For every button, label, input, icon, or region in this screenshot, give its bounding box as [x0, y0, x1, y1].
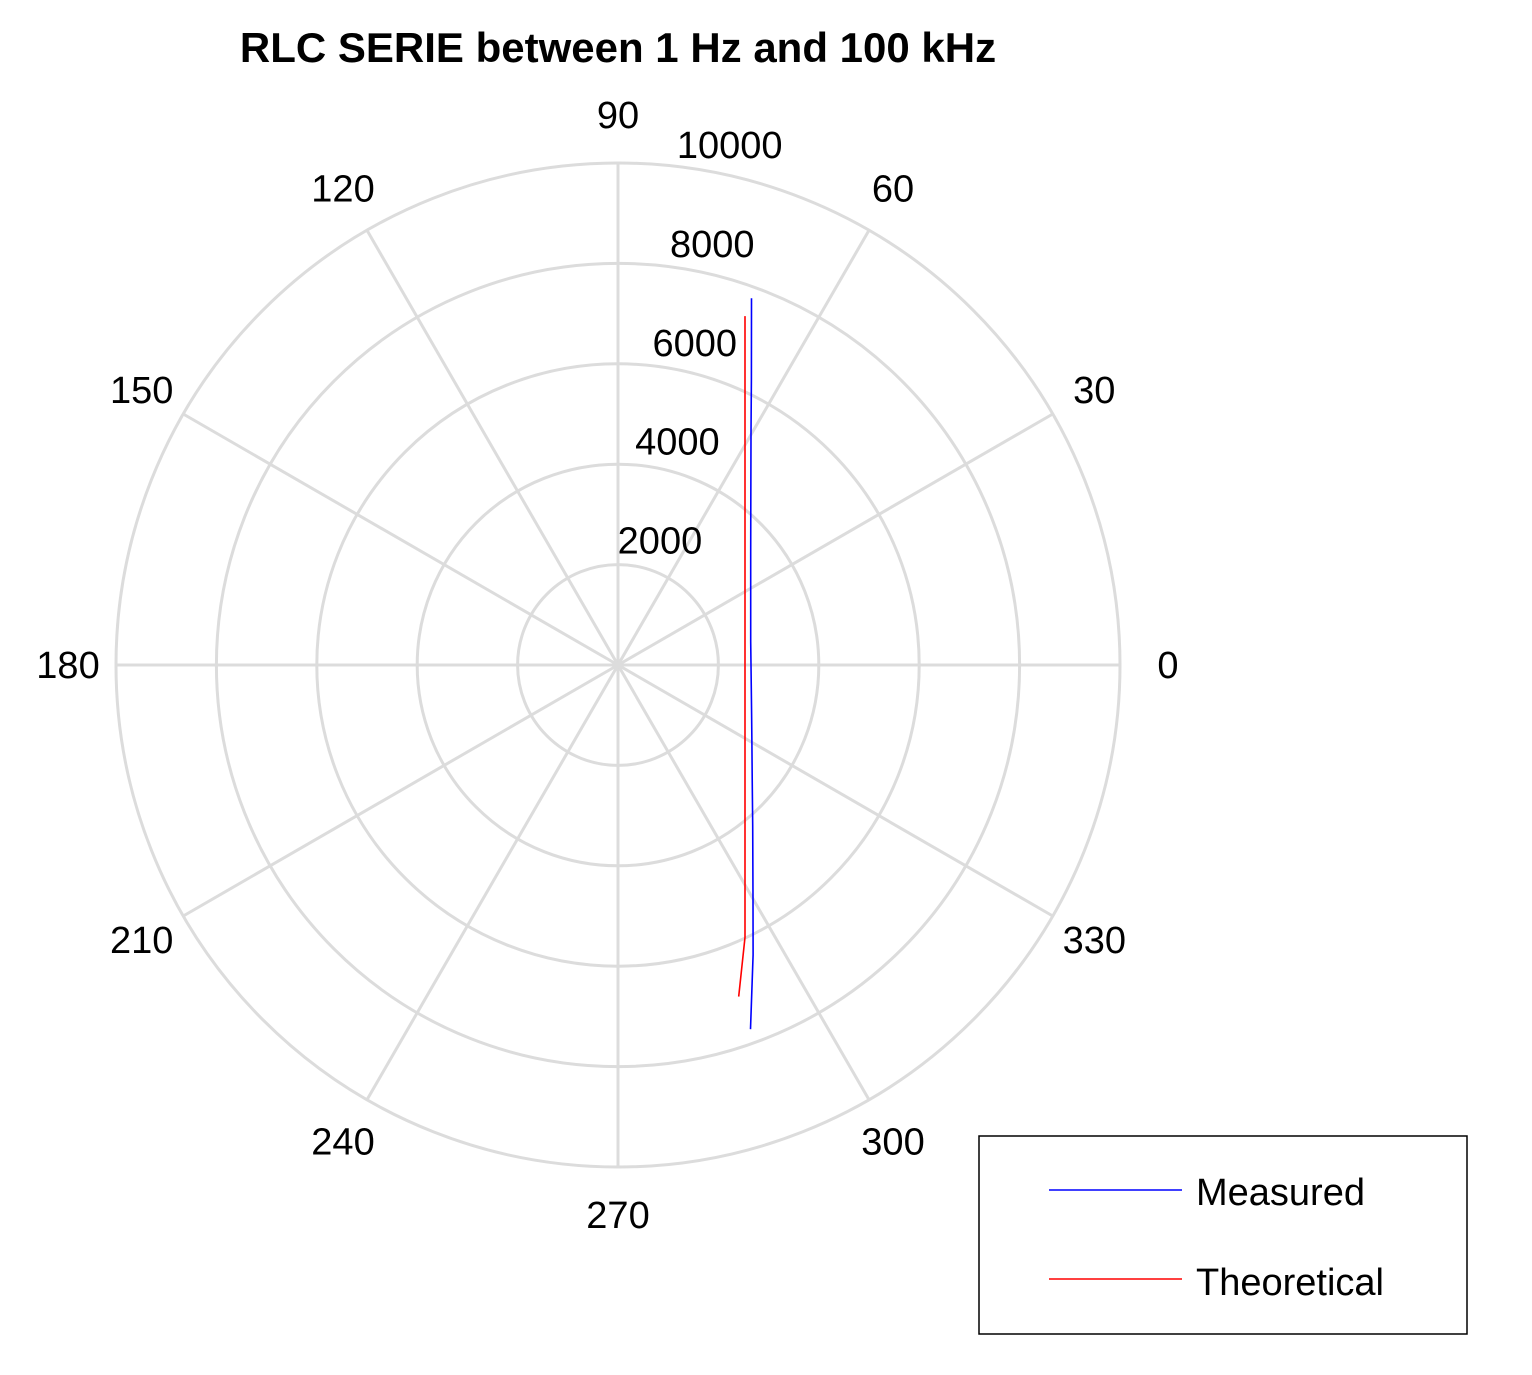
angle-spoke-120: [365, 229, 620, 666]
angle-spoke-240: [365, 664, 620, 1101]
angle-tick-label-240: 240: [311, 1121, 374, 1163]
polar-grid: [114, 161, 1122, 1169]
radius-tick-label-4000: 4000: [635, 422, 720, 464]
radius-tick-label-10000: 10000: [677, 125, 783, 167]
series-line-measured: [749, 298, 754, 1030]
radius-tick-label-6000: 6000: [653, 323, 738, 365]
legend: Measured Theoretical: [978, 1135, 1468, 1335]
data-series: [737, 298, 754, 1030]
angle-tick-label-210: 210: [110, 920, 173, 962]
angle-tick-labels: 0 30 60 90 120 150 180 210 240 270 300 330: [36, 95, 1178, 1237]
legend-label-measured: Measured: [1196, 1172, 1365, 1214]
angle-tick-label-90: 90: [597, 95, 639, 137]
angle-spoke-330: [617, 663, 1054, 918]
angle-tick-label-180: 180: [36, 645, 99, 687]
angle-spoke-150: [182, 412, 619, 667]
angle-spoke-60: [616, 229, 871, 666]
series-line-theoretical: [737, 316, 746, 997]
angle-spoke-300: [616, 664, 871, 1101]
chart-title: RLC SERIE between 1 Hz and 100 kHz: [240, 24, 996, 71]
angle-tick-label-120: 120: [311, 169, 374, 211]
radius-tick-label-2000: 2000: [618, 521, 703, 563]
legend-label-theoretical: Theoretical: [1196, 1262, 1384, 1304]
angle-tick-label-300: 300: [861, 1121, 924, 1163]
angle-tick-label-0: 0: [1157, 645, 1178, 687]
angle-tick-label-150: 150: [110, 370, 173, 412]
radius-tick-labels: 2000 4000 6000 8000 10000: [618, 125, 783, 562]
angle-spoke-210: [182, 663, 619, 918]
angle-tick-label-270: 270: [586, 1195, 649, 1237]
angle-tick-label-60: 60: [872, 169, 914, 211]
legend-box: [978, 1135, 1468, 1335]
radius-tick-label-8000: 8000: [670, 224, 755, 266]
angle-tick-label-30: 30: [1073, 370, 1115, 412]
angle-tick-label-330: 330: [1063, 920, 1126, 962]
angle-spoke-30: [617, 412, 1054, 667]
